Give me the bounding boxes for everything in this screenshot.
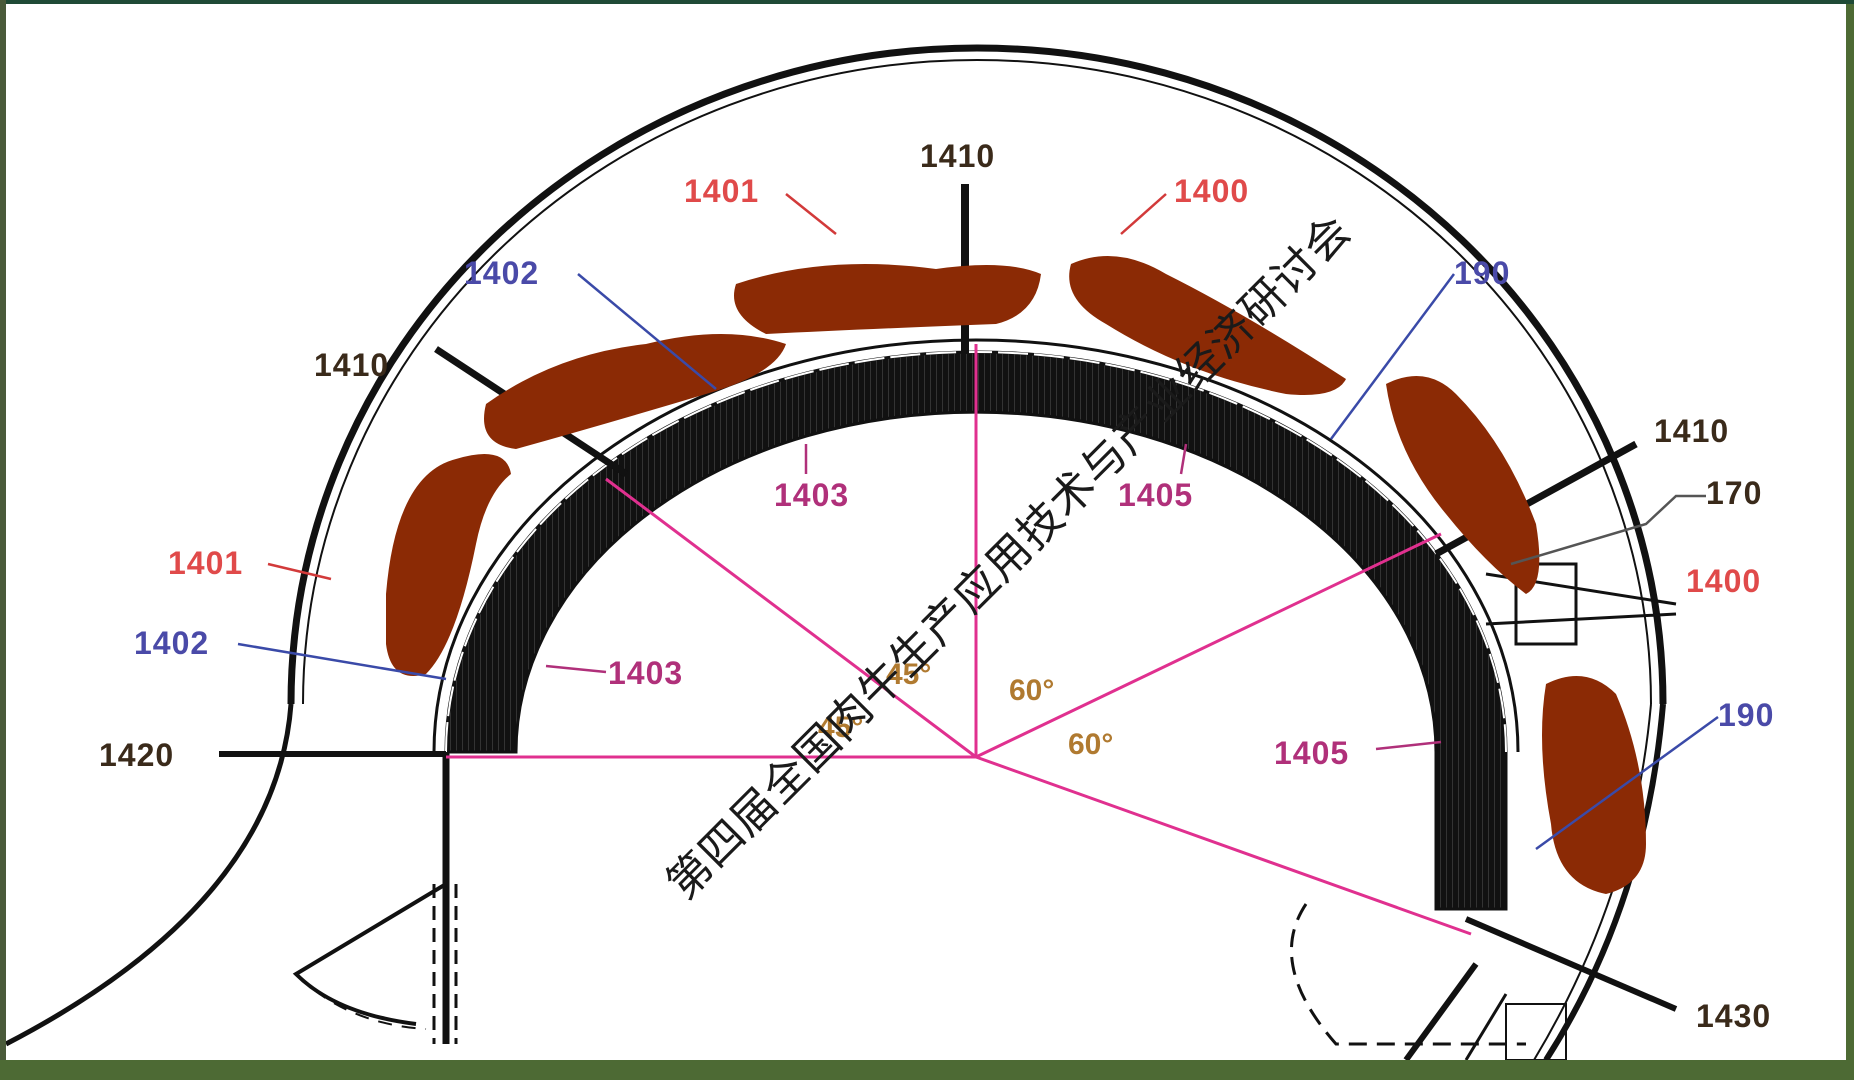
angle-60-upper: 60° xyxy=(1009,674,1054,707)
label-1420: 1420 xyxy=(99,737,174,773)
label-1401-left: 1401 xyxy=(168,545,243,581)
cow-2 xyxy=(484,334,786,449)
diagram-frame: 1410 1401 1400 1402 190 1410 1410 170 14… xyxy=(6,4,1846,1060)
cow-1 xyxy=(386,454,511,676)
left-border xyxy=(0,0,6,1080)
label-1405-right: 1405 xyxy=(1274,735,1349,771)
handling-facility-diagram: 1410 1401 1400 1402 190 1410 1410 170 14… xyxy=(6,44,1774,1060)
cow-4 xyxy=(1069,256,1346,395)
outer-wall xyxy=(287,44,1667,1060)
label-1410-top: 1410 xyxy=(920,138,995,174)
label-1400-top: 1400 xyxy=(1174,173,1249,209)
labels: 1410 1401 1400 1402 190 1410 1410 170 14… xyxy=(99,138,1774,1034)
leader-lines xyxy=(237,193,1719,851)
label-1403-top: 1403 xyxy=(774,477,849,513)
exit-area xyxy=(1290,903,1567,1060)
angle-60-lower: 60° xyxy=(1068,728,1113,761)
label-1400-right: 1400 xyxy=(1686,563,1761,599)
angle-labels: 45° 45° 60° 60° xyxy=(818,658,1113,761)
label-190-right: 190 xyxy=(1718,697,1774,733)
label-1402-left: 1402 xyxy=(134,625,209,661)
label-1402-top: 1402 xyxy=(464,255,539,291)
label-1410-right: 1410 xyxy=(1654,413,1729,449)
cow-3 xyxy=(734,264,1041,334)
label-1410-left: 1410 xyxy=(314,347,389,383)
label-170: 170 xyxy=(1706,475,1762,511)
label-1403-left: 1403 xyxy=(608,655,683,691)
angle-45-upper: 45° xyxy=(886,658,931,691)
label-1401-top: 1401 xyxy=(684,173,759,209)
entry-lane xyxy=(6,703,458,1047)
bottom-border xyxy=(0,1060,1854,1080)
radial-lines xyxy=(446,344,1472,936)
cow-6 xyxy=(1542,676,1646,894)
angle-45-lower: 45° xyxy=(818,711,863,744)
label-190-top: 190 xyxy=(1454,255,1510,291)
label-1430: 1430 xyxy=(1696,998,1771,1034)
cattle xyxy=(386,256,1646,894)
cow-5 xyxy=(1386,376,1540,594)
label-1405-top: 1405 xyxy=(1118,477,1193,513)
top-border xyxy=(0,0,1854,4)
